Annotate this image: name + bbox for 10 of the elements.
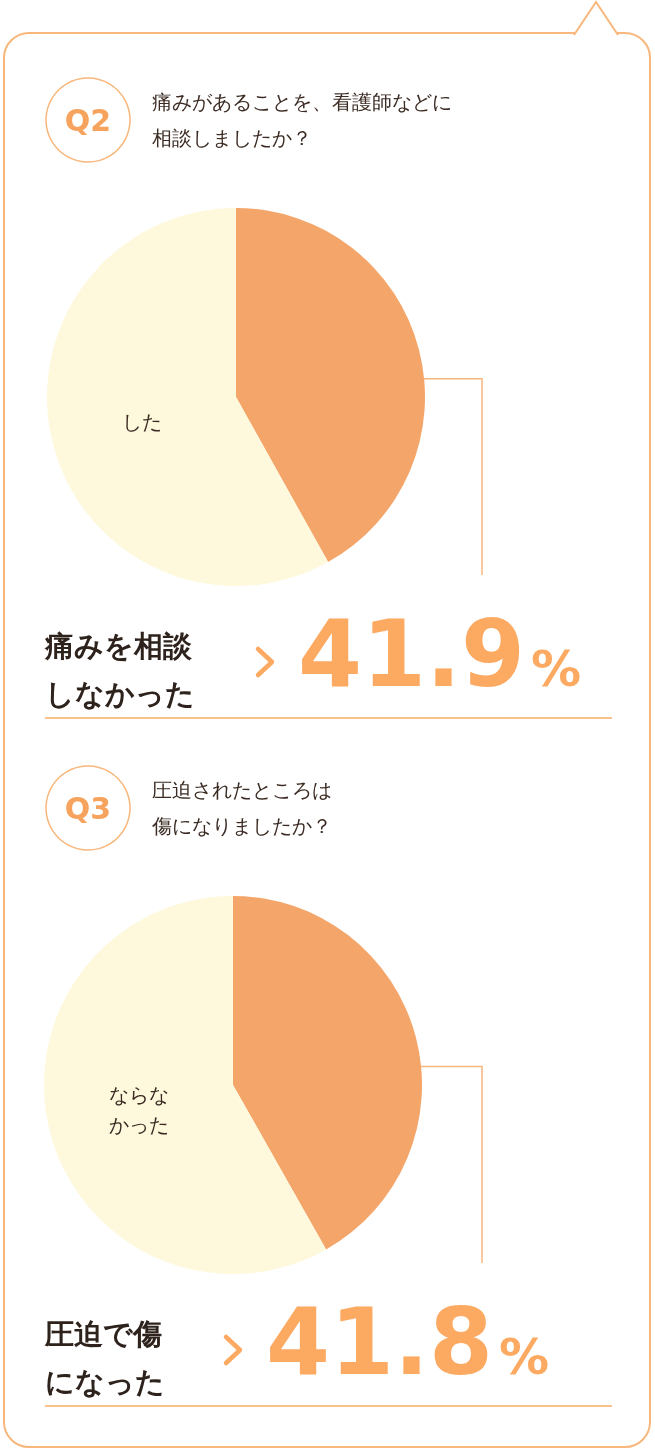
text: Q3 [64, 790, 112, 826]
data-label: 41.8% [266, 1288, 550, 1396]
chart-title: 圧迫されたところは傷になりましたか？ [151, 778, 332, 838]
data-label: 41.9% [298, 600, 582, 708]
slice-label: した [121, 409, 162, 434]
slice-label: ならなかった [108, 1082, 169, 1137]
text: Q2 [64, 102, 112, 138]
chart-title: 痛みがあることを、看護師などに相談しましたか？ [152, 90, 452, 150]
legend-label: 圧迫で傷になった [44, 1317, 165, 1399]
legend-label: 痛みを相談しなかった [44, 629, 195, 711]
